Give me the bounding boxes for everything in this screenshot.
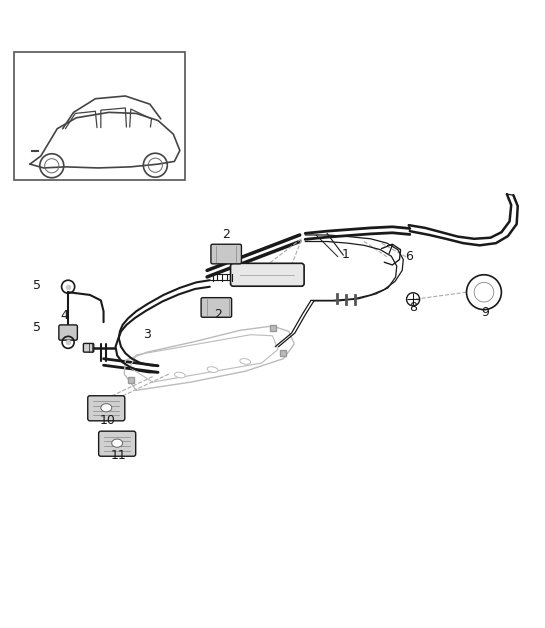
Text: 11: 11 [111,449,126,462]
Text: 2: 2 [214,308,222,320]
Text: 5: 5 [33,321,41,334]
Text: 2: 2 [222,229,230,242]
Text: 4: 4 [60,308,68,322]
Ellipse shape [240,359,251,364]
FancyBboxPatch shape [88,396,125,421]
Text: 10: 10 [99,414,116,427]
FancyBboxPatch shape [211,244,241,264]
FancyBboxPatch shape [59,325,77,340]
Text: 9: 9 [481,306,489,320]
Ellipse shape [174,372,185,378]
Text: 6: 6 [405,251,413,263]
Ellipse shape [112,439,123,447]
FancyBboxPatch shape [201,298,232,317]
Text: 5: 5 [33,279,41,291]
Text: 3: 3 [143,328,151,341]
Ellipse shape [207,367,218,372]
Text: 7: 7 [386,244,393,257]
Ellipse shape [101,404,112,412]
Bar [14,52,185,180]
FancyBboxPatch shape [83,344,94,352]
Text: 1: 1 [342,247,350,261]
Text: 8: 8 [409,301,417,314]
FancyBboxPatch shape [99,431,136,457]
FancyBboxPatch shape [231,263,304,286]
